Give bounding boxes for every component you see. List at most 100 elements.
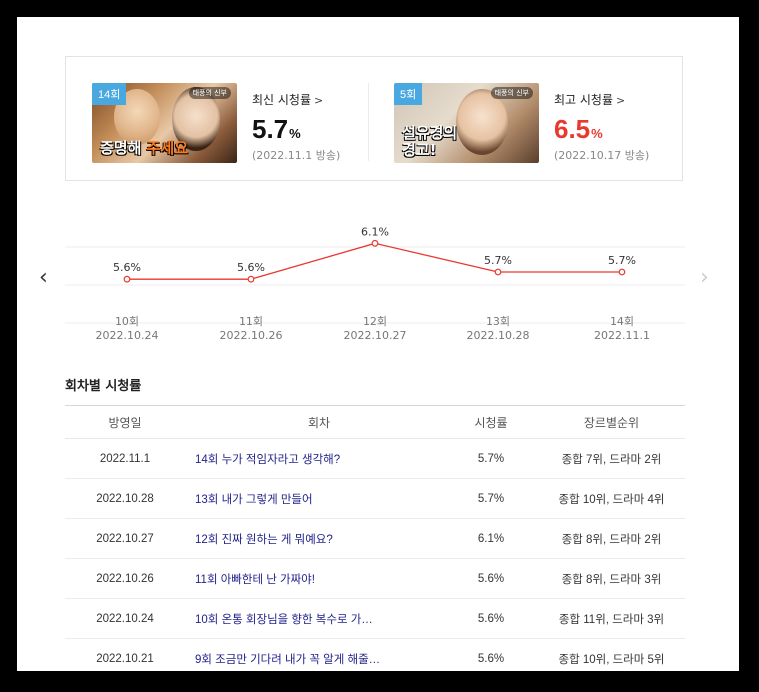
table-row: 2022.10.21 9회 조금만 기다려 내가 꼭 알게 해줄… 5.6% 종합 1… bbox=[65, 638, 685, 671]
x-axis-episode: 12회 bbox=[362, 315, 388, 328]
row-episode-link[interactable]: 13회 내가 그렇게 만들어 bbox=[185, 478, 444, 519]
highest-rating-info: 최고 시청률 > 6.5% (2022.10.17 방송) bbox=[554, 91, 684, 163]
x-axis-episode: 11회 bbox=[238, 315, 264, 328]
chevron-left-icon[interactable]: ‹ bbox=[39, 265, 48, 290]
row-episode-link[interactable]: 10회 온통 회장님을 향한 복수로 가… bbox=[185, 598, 444, 639]
episode-ratings-table: 방영일 회차 시청률 장르별순위 2022.11.1 14회 누가 적임자라고 생… bbox=[65, 405, 685, 671]
x-axis-date: 2022.10.28 bbox=[466, 329, 530, 342]
table-row: 2022.11.1 14회 누가 적임자라고 생각해? 5.7% 종합 7위, 드라마… bbox=[65, 438, 685, 479]
x-axis-label: 14회 2022.11.1 bbox=[562, 315, 682, 343]
table-body: 2022.11.1 14회 누가 적임자라고 생각해? 5.7% 종합 7위, 드라마… bbox=[65, 438, 685, 671]
thumbnail-caption: 설유경의 경고! bbox=[402, 125, 457, 159]
rating-data-label: 5.6% bbox=[113, 261, 141, 274]
ratings-panel: 14회 태풍의 신부 증명해 주세요 최신 시청률 > 5.7% (2022.11… bbox=[17, 17, 739, 671]
row-rank: 종합 11위, 드라마 3위 bbox=[538, 598, 685, 639]
chevron-right-icon: > bbox=[314, 94, 324, 107]
latest-rating-label: 최신 시청률 bbox=[252, 93, 312, 107]
row-episode-link[interactable]: 9회 조금만 기다려 내가 꼭 알게 해줄… bbox=[185, 638, 444, 671]
highest-rating-label-row[interactable]: 최고 시청률 > bbox=[554, 91, 684, 108]
row-episode-link[interactable]: 14회 누가 적임자라고 생각해? bbox=[185, 438, 444, 479]
row-rating: 5.7% bbox=[444, 438, 538, 479]
row-rank: 종합 8위, 드라마 2위 bbox=[538, 518, 685, 559]
row-rating: 5.6% bbox=[444, 598, 538, 639]
highest-rating-value: 6.5 bbox=[554, 114, 591, 144]
thumbnail-caption: 증명해 주세요 bbox=[100, 140, 188, 157]
rating-point[interactable] bbox=[618, 268, 626, 276]
highest-rating-value-row: 6.5% bbox=[554, 114, 684, 145]
header-episode: 회차 bbox=[185, 405, 444, 439]
latest-rating-date: (2022.11.1 방송) bbox=[252, 149, 341, 162]
row-rank: 종합 7위, 드라마 2위 bbox=[538, 438, 685, 479]
row-rating: 5.6% bbox=[444, 558, 538, 599]
row-rating: 5.7% bbox=[444, 478, 538, 519]
latest-episode-thumbnail[interactable]: 14회 태풍의 신부 증명해 주세요 bbox=[92, 83, 237, 163]
row-date: 2022.10.28 bbox=[65, 478, 185, 519]
thumbnail-face-right bbox=[172, 87, 220, 151]
rating-data-label: 5.6% bbox=[237, 261, 265, 274]
rating-data-label: 5.7% bbox=[608, 254, 636, 267]
row-episode-link[interactable]: 11회 아빠한테 난 가짜야! bbox=[185, 558, 444, 599]
episode-badge: 5회 bbox=[394, 83, 423, 105]
rating-series-line bbox=[127, 242, 622, 280]
chart-svg: 5.6% 5.6% 6.1% 5.7% 5.7% bbox=[65, 225, 685, 324]
rating-point[interactable] bbox=[371, 239, 379, 247]
rating-data-label: 5.7% bbox=[484, 254, 512, 267]
section-title: 회차별 시청률 bbox=[65, 379, 142, 394]
row-date: 2022.10.21 bbox=[65, 638, 185, 671]
rating-point[interactable] bbox=[494, 268, 502, 276]
chevron-right-icon[interactable]: › bbox=[700, 265, 709, 290]
caption-line-2: 경고! bbox=[402, 141, 437, 159]
row-date: 2022.10.27 bbox=[65, 518, 185, 559]
rating-data-label: 6.1% bbox=[361, 225, 389, 238]
rating-point[interactable] bbox=[123, 275, 131, 283]
row-episode-link[interactable]: 12회 진짜 원하는 게 뭐예요? bbox=[185, 518, 444, 559]
row-rating: 6.1% bbox=[444, 518, 538, 559]
table-row: 2022.10.28 13회 내가 그렇게 만들어 5.7% 종합 10위, 드라마 … bbox=[65, 478, 685, 519]
table-row: 2022.10.26 11회 아빠한테 난 가짜야! 5.6% 종합 8위, 드라마 … bbox=[65, 558, 685, 599]
caption-text: 증명해 bbox=[100, 139, 147, 157]
latest-rating-label-row[interactable]: 최신 시청률 > bbox=[252, 91, 382, 108]
table-row: 2022.10.24 10회 온통 회장님을 향한 복수로 가… 5.6% 종합 11… bbox=[65, 598, 685, 639]
latest-rating-value: 5.7 bbox=[252, 114, 289, 144]
x-axis-label: 13회 2022.10.28 bbox=[438, 315, 558, 343]
x-axis-label: 12회 2022.10.27 bbox=[315, 315, 435, 343]
header-date: 방영일 bbox=[65, 405, 185, 439]
x-axis-episode: 10회 bbox=[114, 315, 140, 328]
row-date: 2022.10.26 bbox=[65, 558, 185, 599]
x-axis-date: 2022.10.26 bbox=[219, 329, 283, 342]
table-row: 2022.10.27 12회 진짜 원하는 게 뭐예요? 6.1% 종합 8위, 드라… bbox=[65, 518, 685, 559]
episode-badge: 14회 bbox=[92, 83, 127, 105]
header-rank: 장르별순위 bbox=[538, 405, 685, 439]
highest-episode-thumbnail[interactable]: 5회 태풍의 신부 설유경의 경고! bbox=[394, 83, 539, 163]
show-logo: 태풍의 신부 bbox=[188, 87, 231, 99]
row-date: 2022.11.1 bbox=[65, 438, 185, 479]
highest-rating-date: (2022.10.17 방송) bbox=[554, 149, 650, 162]
x-axis-episode: 13회 bbox=[485, 315, 511, 328]
show-logo: 태풍의 신부 bbox=[490, 87, 533, 99]
x-axis-label: 11회 2022.10.26 bbox=[191, 315, 311, 343]
row-rank: 종합 8위, 드라마 3위 bbox=[538, 558, 685, 599]
x-axis-label: 10회 2022.10.24 bbox=[67, 315, 187, 343]
ratings-summary: 14회 태풍의 신부 증명해 주세요 최신 시청률 > 5.7% (2022.11… bbox=[65, 56, 683, 181]
x-axis-episode: 14회 bbox=[609, 315, 635, 328]
highest-rating-unit: % bbox=[591, 126, 603, 141]
caption-line-1: 설유경의 bbox=[402, 124, 458, 142]
latest-rating-info: 최신 시청률 > 5.7% (2022.11.1 방송) bbox=[252, 91, 382, 163]
highest-rating-label: 최고 시청률 bbox=[554, 93, 614, 107]
row-rating: 5.6% bbox=[444, 638, 538, 671]
table-header-row: 방영일 회차 시청률 장르별순위 bbox=[65, 405, 685, 439]
rating-point[interactable] bbox=[247, 275, 255, 283]
latest-rating-unit: % bbox=[289, 126, 301, 141]
latest-rating-value-row: 5.7% bbox=[252, 114, 382, 145]
row-rank: 종합 10위, 드라마 5위 bbox=[538, 638, 685, 671]
thumbnail-face bbox=[456, 89, 508, 155]
x-axis-date: 2022.10.24 bbox=[95, 329, 159, 342]
row-rank: 종합 10위, 드라마 4위 bbox=[538, 478, 685, 519]
x-axis-date: 2022.10.27 bbox=[343, 329, 407, 342]
header-rating: 시청률 bbox=[444, 405, 538, 439]
summary-divider bbox=[368, 83, 369, 161]
caption-highlight: 주세요 bbox=[146, 139, 189, 157]
ratings-line-chart: 5.6% 5.6% 6.1% 5.7% 5.7% bbox=[17, 207, 739, 357]
x-axis-date: 2022.11.1 bbox=[594, 329, 650, 342]
